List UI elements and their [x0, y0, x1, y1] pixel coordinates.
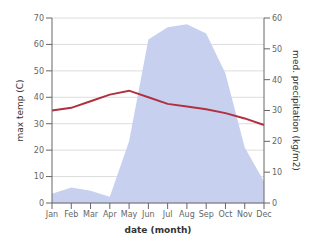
svg-text:50: 50	[34, 67, 44, 76]
svg-text:Jan: Jan	[45, 210, 58, 219]
svg-text:Jun: Jun	[141, 210, 155, 219]
svg-text:Apr: Apr	[103, 210, 118, 219]
svg-text:Aug: Aug	[179, 210, 195, 219]
svg-text:Feb: Feb	[64, 210, 78, 219]
svg-text:0: 0	[39, 199, 44, 208]
svg-text:date (month): date (month)	[125, 225, 192, 235]
svg-text:max temp (C): max temp (C)	[15, 79, 25, 141]
svg-text:70: 70	[34, 14, 44, 23]
svg-text:50: 50	[272, 45, 282, 54]
svg-text:30: 30	[272, 106, 282, 115]
svg-text:60: 60	[272, 14, 282, 23]
svg-text:May: May	[121, 210, 138, 219]
svg-text:40: 40	[34, 93, 44, 102]
svg-text:Dec: Dec	[256, 210, 271, 219]
svg-text:60: 60	[34, 40, 44, 49]
svg-text:10: 10	[272, 168, 282, 177]
svg-text:Mar: Mar	[83, 210, 99, 219]
svg-text:0: 0	[272, 199, 277, 208]
svg-text:20: 20	[272, 137, 282, 146]
svg-text:20: 20	[34, 146, 44, 155]
svg-text:30: 30	[34, 120, 44, 129]
svg-text:Jul: Jul	[162, 210, 173, 219]
svg-text:med. precipitation (kg/m2): med. precipitation (kg/m2)	[291, 50, 301, 171]
svg-text:Oct: Oct	[219, 210, 233, 219]
svg-text:40: 40	[272, 76, 282, 85]
svg-text:Sep: Sep	[199, 210, 214, 219]
svg-text:10: 10	[34, 172, 44, 181]
svg-text:Nov: Nov	[237, 210, 253, 219]
